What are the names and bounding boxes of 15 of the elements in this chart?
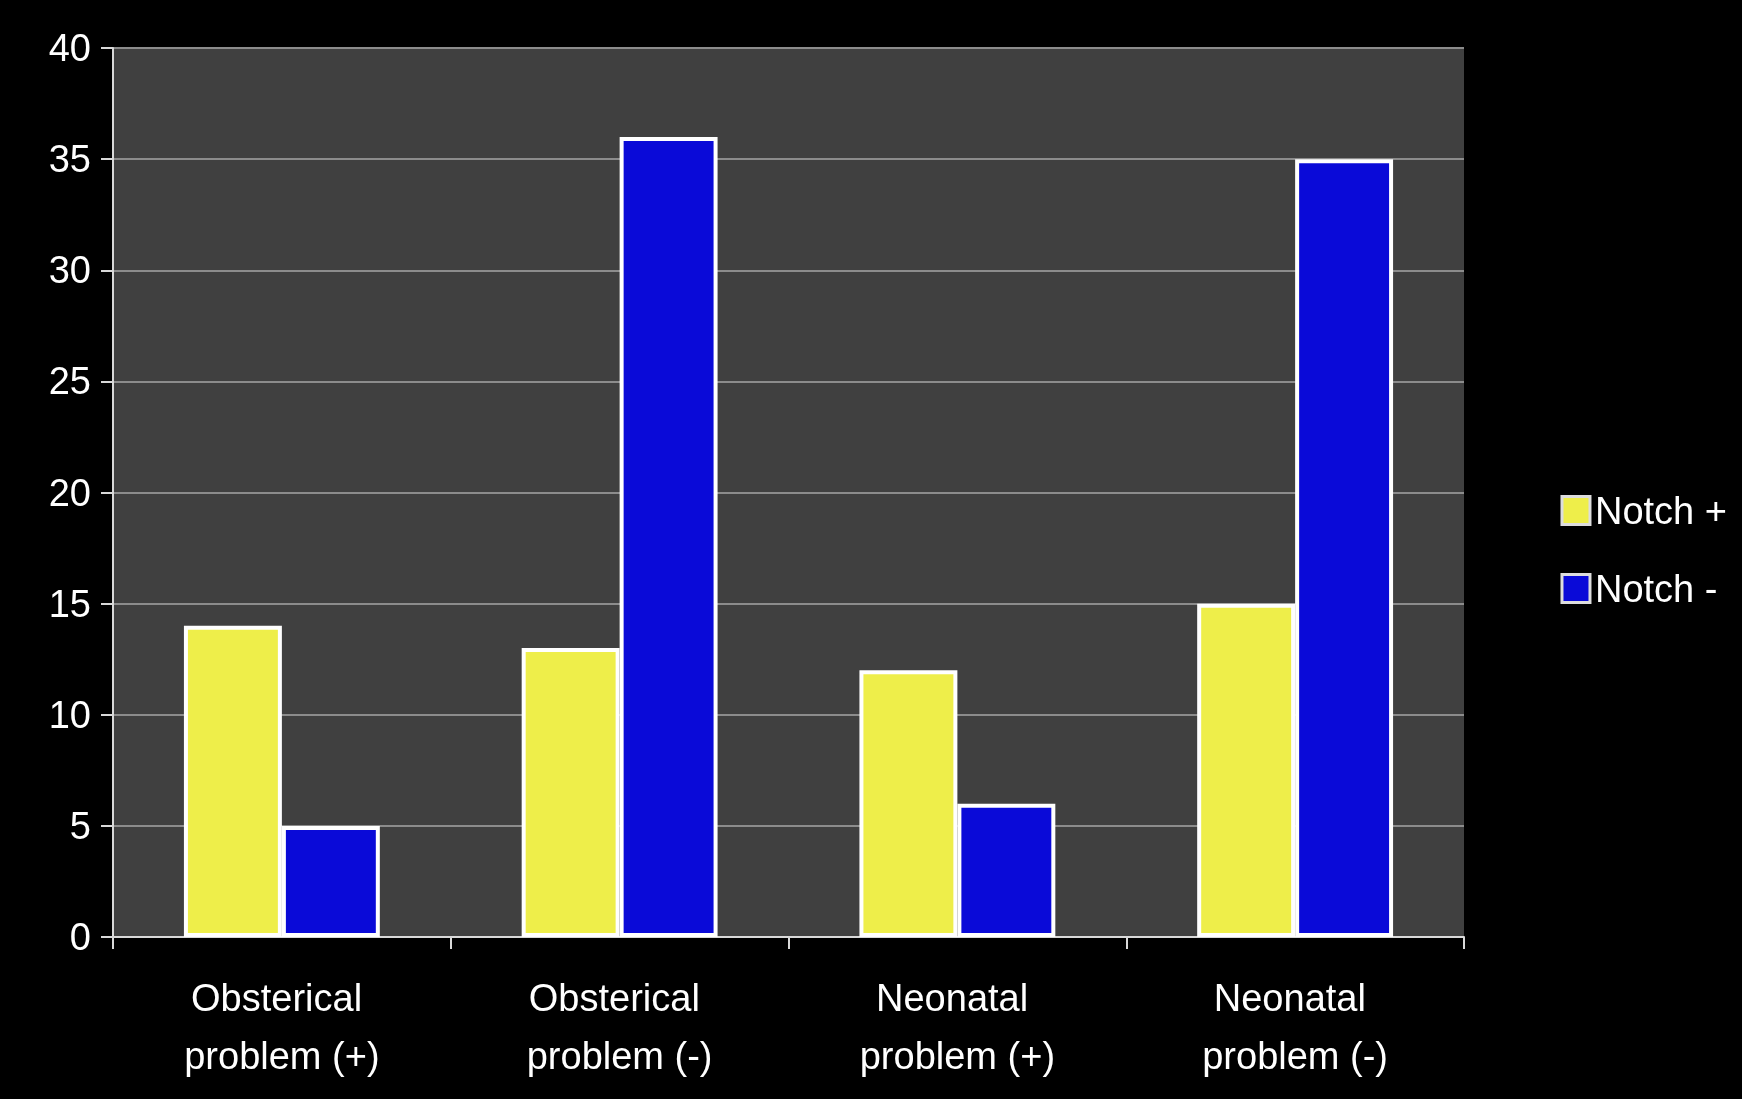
y-tick-label: 0 (69, 916, 91, 958)
x-tick-label: Obsterical problem (+) (184, 977, 380, 1077)
y-tick-label: 40 (48, 27, 91, 69)
legend-label: Notch + (1594, 489, 1728, 532)
x-tick-label: Neonatal problem (-) (1202, 977, 1389, 1077)
y-tick-label: 25 (48, 360, 91, 403)
y-tick-label: 10 (48, 693, 91, 736)
x-tick-label: Neonatal problem (+) (859, 977, 1056, 1077)
y-tick-label: 30 (48, 249, 91, 292)
y-tick-label: 20 (48, 471, 91, 514)
legend-label: Notch - (1594, 567, 1718, 610)
y-tick-label: 15 (48, 582, 91, 625)
x-tick-label: Obsterical problem (-) (526, 977, 713, 1077)
y-tick-label: 35 (48, 138, 91, 181)
y-tick-label: 5 (69, 804, 91, 847)
